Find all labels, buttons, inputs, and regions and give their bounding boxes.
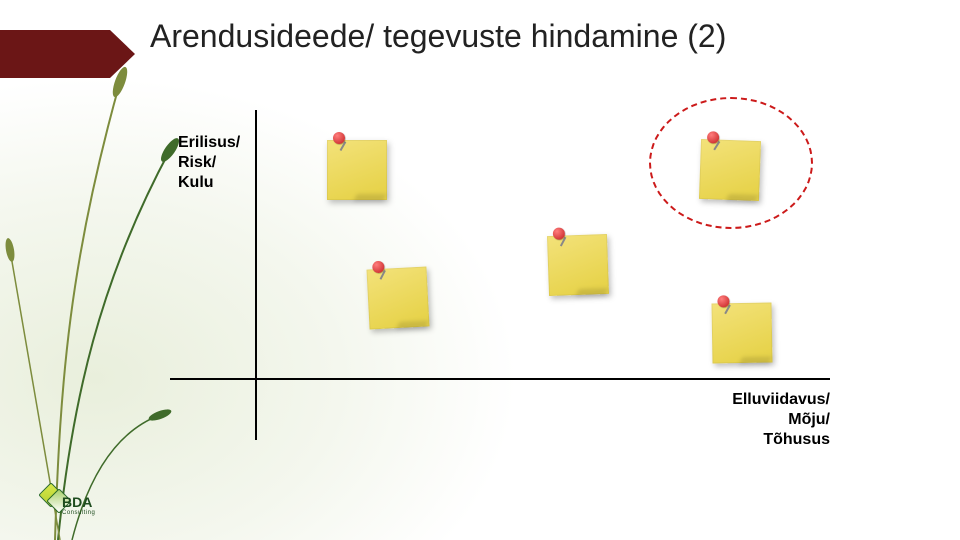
slide: Arendusideede/ tegevuste hindamine (2) E…	[0, 0, 960, 540]
bda-logo: BDA Consulting	[40, 486, 100, 526]
pin-icon	[717, 295, 733, 311]
sticky-paper	[711, 302, 772, 363]
pin-icon	[333, 132, 349, 148]
sticky-paper	[699, 139, 761, 201]
y-axis-label: Erilisus/Risk/Kulu	[178, 133, 240, 193]
slide-title: Arendusideede/ tegevuste hindamine (2)	[150, 18, 726, 55]
sticky-note	[547, 234, 609, 296]
y-axis	[255, 110, 257, 440]
leaf-decoration	[0, 0, 220, 540]
sticky-note	[327, 140, 387, 200]
sticky-note	[699, 139, 761, 201]
x-axis	[170, 378, 830, 380]
logo-text-bottom: Consulting	[62, 510, 95, 516]
pin-icon	[707, 131, 724, 148]
sticky-paper	[327, 140, 387, 200]
logo-text-top: BDA	[62, 494, 92, 510]
pin-icon	[553, 227, 570, 244]
pin-icon	[372, 260, 389, 277]
sticky-note	[366, 266, 429, 329]
sticky-note	[711, 302, 772, 363]
x-axis-label: Elluviidavus/Mõju/Tõhusus	[700, 390, 830, 450]
